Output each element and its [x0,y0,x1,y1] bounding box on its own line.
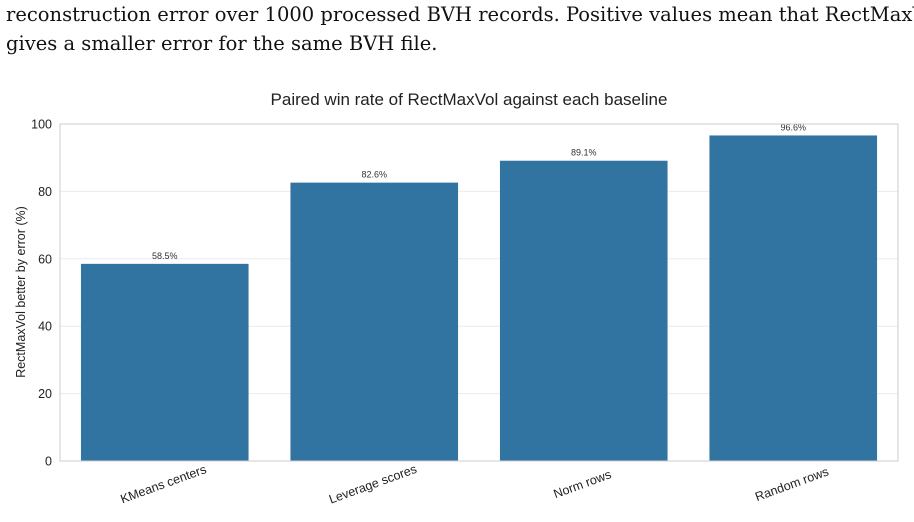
bar [80,263,249,461]
plot-frame [59,123,899,462]
caption-line-2: gives a smaller error for the same BVH f… [6,32,438,55]
bar [499,160,668,461]
bar [290,182,459,461]
caption-text: reconstruction error over 1000 processed… [6,0,914,58]
y-axis-ticks: 0 20 40 60 80 100 [31,118,52,469]
x-tick-label: KMeans centers [119,462,209,506]
bars: 58.5% 82.6% 89.1% 96.6% [80,122,878,461]
bar [709,135,878,461]
y-tick-label: 20 [38,387,52,401]
y-tick-label: 80 [38,185,52,199]
y-tick-label: 40 [38,320,52,334]
x-axis-ticks: KMeans centers Leverage scores Norm rows Ra… [119,462,831,507]
bar-value-label: 96.6% [780,122,806,132]
x-tick-label: Random rows [753,464,830,504]
bar-value-label: 82.6% [361,170,387,180]
y-tick-label: 60 [38,252,52,266]
caption-line-1: reconstruction error over 1000 processed… [6,3,914,26]
y-axis-label: RectMaxVol better by error (%) [14,206,28,378]
y-tick-label: 100 [31,118,52,132]
bar-value-label: 89.1% [571,148,597,158]
y-tick-label: 0 [45,455,52,469]
x-tick-label: Leverage scores [327,462,419,507]
chart-title: Paired win rate of RectMaxVol against ea… [271,90,668,109]
x-tick-label: Norm rows [552,467,614,501]
bar-value-label: 58.5% [152,251,178,261]
